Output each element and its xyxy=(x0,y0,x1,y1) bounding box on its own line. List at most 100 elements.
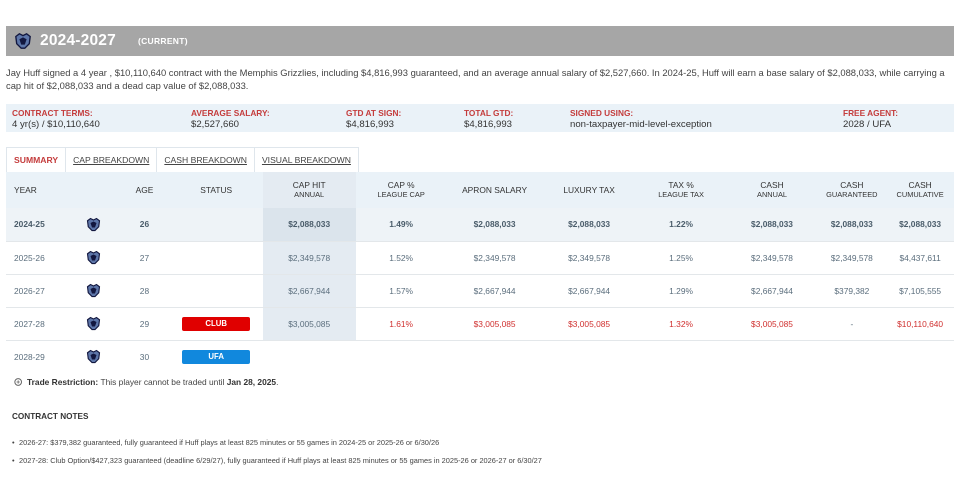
cell-tax-pct: 1.32% xyxy=(669,318,693,329)
contract-note: 2027-28: Club Option/$427,323 guaranteed… xyxy=(12,456,542,465)
cell-cash-annual: $2,349,578 xyxy=(751,252,793,263)
col-cap-hit-sub: ANNUAL xyxy=(294,190,325,199)
col-cash-cum-label: CASH xyxy=(908,180,932,190)
col-luxury[interactable]: LUXURY TAX xyxy=(563,185,615,195)
cell-cash-annual xyxy=(727,340,818,373)
ufa-badge: UFA xyxy=(182,349,251,364)
cell-cash-cum xyxy=(886,340,954,373)
cell-team xyxy=(69,307,120,340)
contract-header: 2024-2027 (CURRENT) xyxy=(6,26,954,56)
cell-status xyxy=(170,274,263,307)
cell-team xyxy=(69,274,120,307)
cell-luxury: $2,088,033 xyxy=(542,208,636,241)
cell-year: 2026-27 xyxy=(14,285,45,296)
cell-year: 2025-26 xyxy=(14,252,45,263)
grizzlies-logo-icon xyxy=(87,217,101,231)
term-value: 4 yr(s) / $10,110,640 xyxy=(12,119,100,130)
col-cap-hit-label: CAP HIT xyxy=(292,180,326,190)
tab-cap-breakdown[interactable]: CAP BREAKDOWN xyxy=(66,147,158,172)
cell-apron: $2,088,033 xyxy=(446,208,543,241)
term-value: $2,527,660 xyxy=(191,119,240,130)
cell-year: 2028-29 xyxy=(14,351,45,362)
col-tax-pct[interactable]: TAX % LEAGUE TAX xyxy=(636,172,727,208)
col-cash-annual[interactable]: CASH ANNUAL xyxy=(727,172,818,208)
table-row: 2025-26 27 $2,349,578 1.52% $2,349,578 $… xyxy=(6,241,954,274)
cell-cap-hit xyxy=(263,340,356,373)
grizzlies-logo-icon xyxy=(15,33,31,49)
col-cash-cum[interactable]: CASH CUMULATIVE xyxy=(886,172,954,208)
term-value: non-taxpayer-mid-level-exception xyxy=(570,119,712,130)
cell-cash-annual: $2,667,944 xyxy=(751,285,793,296)
cell-tax-pct: 1.29% xyxy=(669,285,693,296)
cell-status: CLUB xyxy=(170,307,263,340)
col-cash-gtd-label: CASH xyxy=(840,180,864,190)
tab-summary[interactable]: SUMMARY xyxy=(6,147,67,172)
cell-cap-pct: 1.49% xyxy=(355,208,447,241)
trade-restriction-label: Trade Restriction: xyxy=(27,377,99,387)
grizzlies-logo-icon xyxy=(87,316,101,331)
cell-cap-hit: $3,005,085 xyxy=(262,307,356,340)
cell-luxury xyxy=(543,340,636,373)
cell-apron xyxy=(447,340,543,373)
cell-cap-pct xyxy=(356,340,447,373)
contract-status: (CURRENT) xyxy=(137,36,188,46)
trade-restriction-date: Jan 28, 2025 xyxy=(226,377,277,387)
col-cap-pct[interactable]: CAP % LEAGUE CAP xyxy=(356,172,447,208)
col-cap-hit[interactable]: CAP HIT ANNUAL xyxy=(262,172,356,208)
col-age[interactable]: AGE xyxy=(135,185,154,195)
tab-visual-breakdown[interactable]: VISUAL BREAKDOWN xyxy=(254,147,359,172)
club-option-badge: CLUB xyxy=(182,316,251,331)
col-cash-annual-sub: ANNUAL xyxy=(757,190,787,199)
term-total-gtd: TOTAL GTD: $4,816,993 xyxy=(464,108,513,130)
cell-cash-gtd xyxy=(817,340,886,373)
contract-table: YEAR AGE STATUS CAP HIT ANNUAL CAP % LEAGU… xyxy=(6,172,954,373)
contract-notes-title: CONTRACT NOTES xyxy=(12,412,89,421)
col-cash-cum-sub: CUMULATIVE xyxy=(896,190,944,199)
contract-notes: 2026-27: $379,382 guaranteed, fully guar… xyxy=(12,438,542,474)
cell-cash-gtd: $2,088,033 xyxy=(817,208,887,241)
col-cash-annual-label: CASH xyxy=(760,180,784,190)
cell-luxury: $2,349,578 xyxy=(568,252,611,263)
col-cap-pct-label: CAP % xyxy=(387,180,415,190)
cell-luxury: $3,005,085 xyxy=(568,318,611,329)
cell-cap-pct: 1.61% xyxy=(389,318,413,329)
cell-cash-annual: $2,088,033 xyxy=(726,208,818,241)
cell-year: 2027-28 xyxy=(14,318,45,329)
cell-cash-cum: $4,437,611 xyxy=(899,252,941,263)
term-label: TOTAL GTD: xyxy=(464,108,514,118)
term-label: SIGNED USING: xyxy=(570,108,634,118)
col-status[interactable]: STATUS xyxy=(200,185,233,195)
term-value: $4,816,993 xyxy=(346,119,395,130)
term-value: $4,816,993 xyxy=(464,119,513,130)
trade-restriction-text: This player cannot be traded until xyxy=(100,377,225,387)
col-cash-gtd-sub: GUARANTEED xyxy=(826,190,878,199)
term-contract: CONTRACT TERMS: 4 yr(s) / $10,110,640 xyxy=(12,108,100,130)
col-year[interactable]: YEAR xyxy=(14,185,37,195)
cell-team xyxy=(68,208,120,241)
cell-team xyxy=(69,340,120,373)
col-tax-pct-label: TAX % xyxy=(668,180,694,190)
col-team xyxy=(69,172,120,208)
table-header-row: YEAR AGE STATUS CAP HIT ANNUAL CAP % LEAGU… xyxy=(6,172,954,208)
trade-restriction-end: . xyxy=(276,377,279,387)
col-apron[interactable]: APRON SALARY xyxy=(462,185,528,195)
cell-tax-pct: 1.25% xyxy=(669,252,693,263)
tab-cash-breakdown[interactable]: CASH BREAKDOWN xyxy=(157,147,255,172)
grizzlies-logo-icon xyxy=(87,283,101,298)
cell-age: 27 xyxy=(139,252,150,263)
cell-age: 29 xyxy=(139,318,150,329)
cell-cash-gtd: - xyxy=(850,318,854,329)
term-average: AVERAGE SALARY: $2,527,660 xyxy=(191,108,270,130)
cell-cash-cum: $7,105,555 xyxy=(899,285,942,296)
term-value: 2028 / UFA xyxy=(843,119,891,130)
cell-cap-pct: 1.52% xyxy=(389,252,413,263)
col-cash-gtd[interactable]: CASH GUARANTEED xyxy=(817,172,886,208)
cell-cash-gtd: $2,349,578 xyxy=(830,252,873,263)
cell-tax-pct: 1.22% xyxy=(635,208,727,241)
term-label: AVERAGE SALARY: xyxy=(191,108,270,118)
cell-apron: $3,005,085 xyxy=(473,318,516,329)
trade-restriction-icon xyxy=(14,378,22,386)
term-free-agent: FREE AGENT: 2028 / UFA xyxy=(843,108,898,130)
table-row: 2026-27 28 $2,667,944 1.57% $2,667,944 $… xyxy=(6,274,954,307)
cell-cash-annual: $3,005,085 xyxy=(751,318,793,329)
